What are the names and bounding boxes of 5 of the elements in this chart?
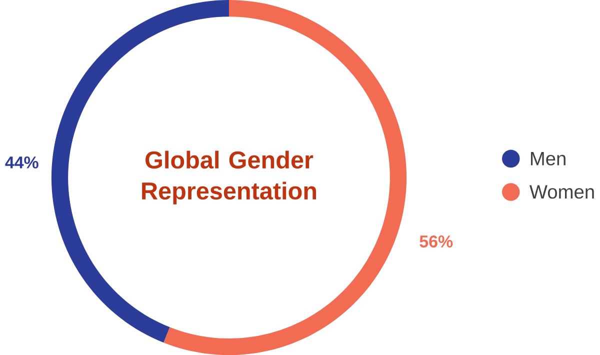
legend-label: Women (530, 185, 594, 199)
text: Global Gender Representation (142, 150, 316, 204)
data-label: 44% (5, 156, 38, 168)
legend-label: Men (530, 152, 566, 166)
data-label: 56% (420, 235, 453, 248)
